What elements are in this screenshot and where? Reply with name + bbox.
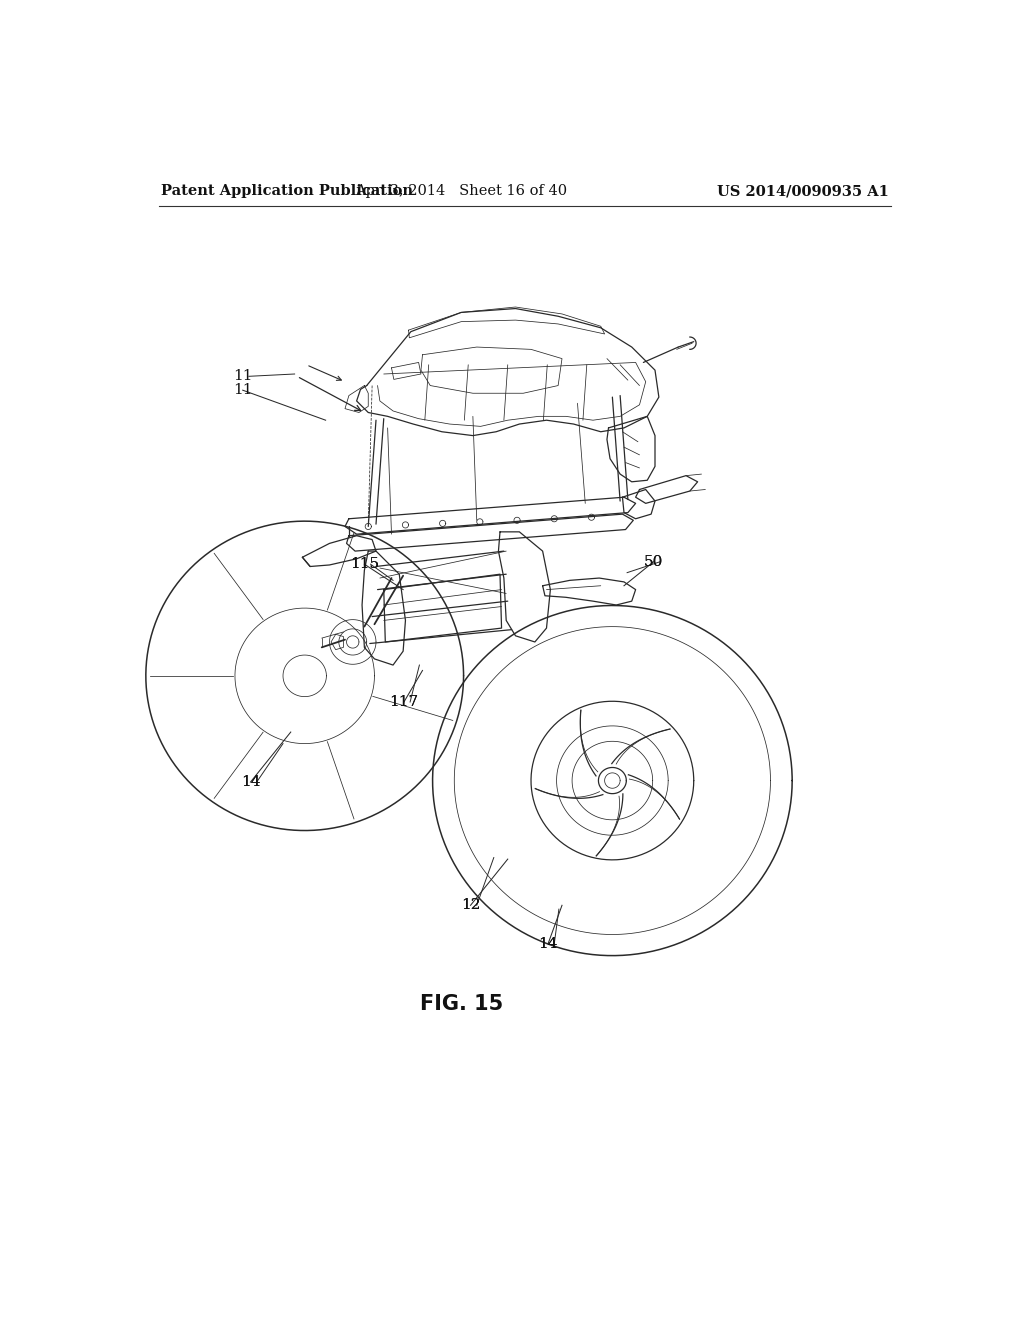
Text: 12: 12: [461, 899, 480, 912]
Text: Apr. 3, 2014   Sheet 16 of 40: Apr. 3, 2014 Sheet 16 of 40: [355, 185, 567, 198]
Text: US 2014/0090935 A1: US 2014/0090935 A1: [717, 185, 889, 198]
Text: 11: 11: [232, 383, 253, 397]
Text: 14: 14: [241, 775, 260, 789]
Text: 50: 50: [644, 554, 664, 569]
Text: 14: 14: [241, 775, 260, 789]
Text: 115: 115: [350, 557, 379, 572]
Text: Patent Application Publication: Patent Application Publication: [161, 185, 413, 198]
Text: 117: 117: [389, 696, 419, 709]
Text: 14: 14: [539, 937, 558, 950]
Text: 12: 12: [461, 899, 480, 912]
Text: 117: 117: [389, 696, 419, 709]
Text: 11: 11: [232, 370, 253, 383]
Text: 115: 115: [350, 557, 379, 572]
Text: FIG. 15: FIG. 15: [420, 994, 503, 1014]
Text: 50: 50: [644, 554, 664, 569]
Text: 14: 14: [539, 937, 558, 950]
